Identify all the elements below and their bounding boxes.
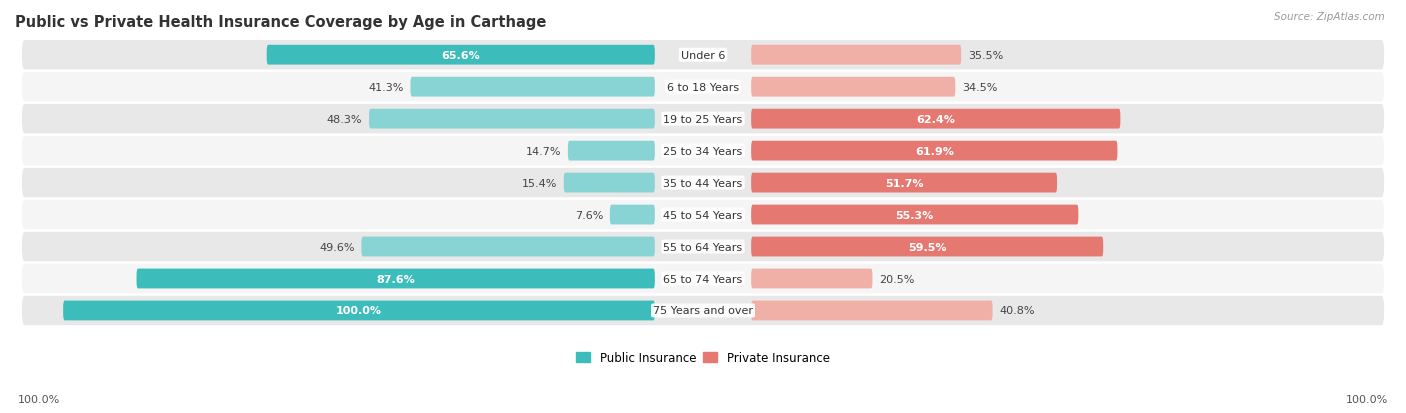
FancyBboxPatch shape: [22, 200, 1384, 230]
Text: 65.6%: 65.6%: [441, 50, 479, 61]
Text: 100.0%: 100.0%: [336, 306, 382, 316]
Text: 25 to 34 Years: 25 to 34 Years: [664, 146, 742, 156]
FancyBboxPatch shape: [751, 205, 1078, 225]
FancyBboxPatch shape: [267, 46, 655, 65]
Text: 45 to 54 Years: 45 to 54 Years: [664, 210, 742, 220]
Text: 7.6%: 7.6%: [575, 210, 603, 220]
Text: 35.5%: 35.5%: [969, 50, 1004, 61]
FancyBboxPatch shape: [751, 301, 993, 320]
FancyBboxPatch shape: [63, 301, 655, 320]
FancyBboxPatch shape: [22, 296, 1384, 325]
FancyBboxPatch shape: [751, 141, 1118, 161]
FancyBboxPatch shape: [411, 78, 655, 97]
FancyBboxPatch shape: [751, 237, 1104, 257]
Text: 35 to 44 Years: 35 to 44 Years: [664, 178, 742, 188]
Text: 40.8%: 40.8%: [1000, 306, 1035, 316]
FancyBboxPatch shape: [751, 78, 955, 97]
FancyBboxPatch shape: [751, 109, 1121, 129]
Text: 15.4%: 15.4%: [522, 178, 557, 188]
Text: 100.0%: 100.0%: [18, 394, 60, 404]
FancyBboxPatch shape: [751, 46, 962, 65]
FancyBboxPatch shape: [22, 264, 1384, 294]
FancyBboxPatch shape: [568, 141, 655, 161]
FancyBboxPatch shape: [751, 269, 873, 289]
Text: 59.5%: 59.5%: [908, 242, 946, 252]
FancyBboxPatch shape: [136, 269, 655, 289]
FancyBboxPatch shape: [22, 232, 1384, 261]
Text: Source: ZipAtlas.com: Source: ZipAtlas.com: [1274, 12, 1385, 22]
Text: 55 to 64 Years: 55 to 64 Years: [664, 242, 742, 252]
FancyBboxPatch shape: [22, 73, 1384, 102]
Text: 20.5%: 20.5%: [879, 274, 915, 284]
Text: 65 to 74 Years: 65 to 74 Years: [664, 274, 742, 284]
Text: 75 Years and over: 75 Years and over: [652, 306, 754, 316]
Text: 55.3%: 55.3%: [896, 210, 934, 220]
FancyBboxPatch shape: [22, 169, 1384, 198]
Text: 19 to 25 Years: 19 to 25 Years: [664, 114, 742, 124]
Text: Under 6: Under 6: [681, 50, 725, 61]
Text: 14.7%: 14.7%: [526, 146, 561, 156]
FancyBboxPatch shape: [361, 237, 655, 257]
Text: 48.3%: 48.3%: [326, 114, 363, 124]
Text: 100.0%: 100.0%: [1346, 394, 1388, 404]
Text: 49.6%: 49.6%: [319, 242, 354, 252]
Text: Public vs Private Health Insurance Coverage by Age in Carthage: Public vs Private Health Insurance Cover…: [15, 15, 547, 30]
Text: 87.6%: 87.6%: [377, 274, 415, 284]
Text: 41.3%: 41.3%: [368, 83, 404, 93]
Text: 61.9%: 61.9%: [915, 146, 953, 156]
Text: 51.7%: 51.7%: [884, 178, 924, 188]
FancyBboxPatch shape: [368, 109, 655, 129]
FancyBboxPatch shape: [22, 104, 1384, 134]
FancyBboxPatch shape: [751, 173, 1057, 193]
Text: 34.5%: 34.5%: [962, 83, 997, 93]
FancyBboxPatch shape: [22, 41, 1384, 70]
FancyBboxPatch shape: [22, 137, 1384, 166]
Legend: Public Insurance, Private Insurance: Public Insurance, Private Insurance: [571, 347, 835, 369]
FancyBboxPatch shape: [564, 173, 655, 193]
Text: 62.4%: 62.4%: [917, 114, 955, 124]
FancyBboxPatch shape: [610, 205, 655, 225]
Text: 6 to 18 Years: 6 to 18 Years: [666, 83, 740, 93]
